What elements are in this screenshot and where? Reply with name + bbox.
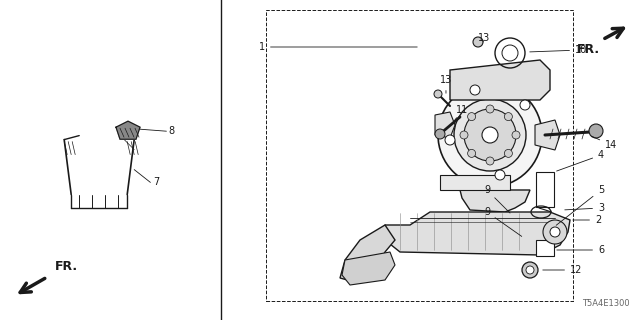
Text: 9: 9 bbox=[484, 207, 522, 236]
Polygon shape bbox=[385, 212, 570, 255]
Polygon shape bbox=[342, 252, 395, 285]
Circle shape bbox=[526, 266, 534, 274]
Bar bbox=[536, 240, 554, 256]
Text: T5A4E1300: T5A4E1300 bbox=[582, 299, 630, 308]
Text: 3: 3 bbox=[564, 203, 604, 213]
Polygon shape bbox=[450, 60, 550, 100]
Text: 6: 6 bbox=[557, 245, 604, 255]
Bar bbox=[536, 172, 554, 207]
Circle shape bbox=[486, 157, 494, 165]
Text: 5: 5 bbox=[556, 185, 604, 225]
Circle shape bbox=[522, 262, 538, 278]
Circle shape bbox=[504, 113, 513, 121]
Polygon shape bbox=[440, 175, 510, 190]
Circle shape bbox=[470, 85, 480, 95]
Polygon shape bbox=[116, 121, 140, 139]
Circle shape bbox=[495, 170, 505, 180]
Text: 13: 13 bbox=[440, 75, 452, 93]
Text: 8: 8 bbox=[168, 126, 175, 136]
Text: 10: 10 bbox=[530, 45, 588, 55]
Text: 9: 9 bbox=[484, 185, 510, 213]
Text: 2: 2 bbox=[573, 215, 601, 225]
Text: 14: 14 bbox=[591, 136, 617, 150]
Text: 13: 13 bbox=[477, 33, 490, 43]
Text: 7: 7 bbox=[154, 177, 159, 188]
Polygon shape bbox=[340, 225, 395, 282]
Polygon shape bbox=[460, 190, 530, 212]
Circle shape bbox=[454, 99, 526, 171]
Circle shape bbox=[445, 135, 455, 145]
Text: FR.: FR. bbox=[55, 260, 78, 273]
Circle shape bbox=[464, 109, 516, 161]
Circle shape bbox=[434, 90, 442, 98]
Text: 1: 1 bbox=[259, 42, 417, 52]
Circle shape bbox=[543, 220, 567, 244]
Circle shape bbox=[473, 37, 483, 47]
Circle shape bbox=[550, 227, 560, 237]
Circle shape bbox=[486, 105, 494, 113]
Circle shape bbox=[468, 113, 476, 121]
Circle shape bbox=[589, 124, 603, 138]
Text: FR.: FR. bbox=[577, 44, 600, 56]
Text: 11: 11 bbox=[455, 105, 468, 120]
Text: 4: 4 bbox=[557, 150, 604, 171]
Circle shape bbox=[512, 131, 520, 139]
Circle shape bbox=[502, 45, 518, 61]
Polygon shape bbox=[435, 112, 455, 138]
Circle shape bbox=[504, 149, 513, 157]
Circle shape bbox=[520, 100, 530, 110]
Circle shape bbox=[438, 83, 542, 187]
Text: 12: 12 bbox=[543, 265, 582, 275]
Circle shape bbox=[435, 129, 445, 139]
Polygon shape bbox=[535, 120, 560, 150]
Circle shape bbox=[468, 149, 476, 157]
Bar bbox=[266, 10, 573, 301]
Circle shape bbox=[482, 127, 498, 143]
Circle shape bbox=[460, 131, 468, 139]
